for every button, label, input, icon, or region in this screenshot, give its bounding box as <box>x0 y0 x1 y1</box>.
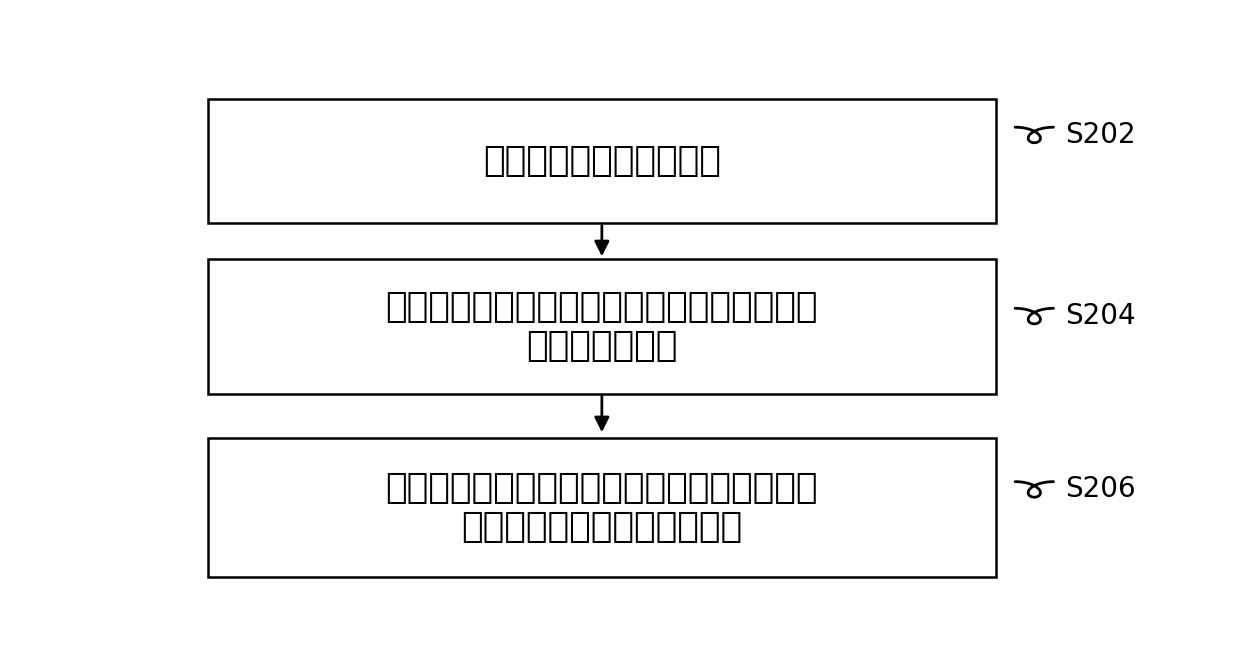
Text: 对多个检测点进行同步振动检测，并获取每个: 对多个检测点进行同步振动检测，并获取每个 <box>386 290 818 324</box>
Bar <box>208 437 996 577</box>
Text: 确定变压器的多个检测点: 确定变压器的多个检测点 <box>482 144 720 178</box>
Text: S204: S204 <box>1065 302 1136 330</box>
Bar <box>208 259 996 394</box>
Text: 量，以获得变压器的健康振纹: 量，以获得变压器的健康振纹 <box>461 510 743 544</box>
Bar <box>208 99 996 223</box>
Text: S202: S202 <box>1065 121 1136 149</box>
Text: 检测点的频谱値: 检测点的频谱値 <box>526 329 677 363</box>
Text: 根据每个检测点的频谱値获取变压器的变形向: 根据每个检测点的频谱値获取变压器的变形向 <box>386 471 818 505</box>
Text: S206: S206 <box>1065 475 1136 503</box>
